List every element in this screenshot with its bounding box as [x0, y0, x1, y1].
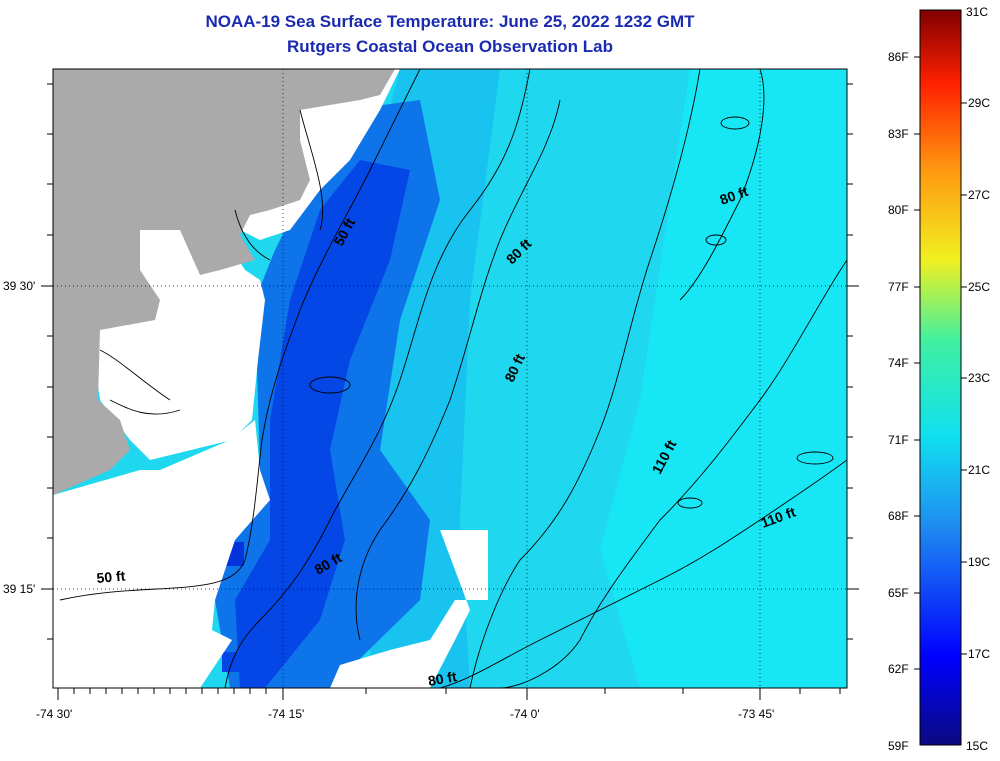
scale-c-label: 19C: [968, 555, 990, 569]
scale-f-label: 59F: [888, 739, 909, 753]
scale-f-label: 86F: [888, 50, 909, 64]
scale-f-label: 74F: [888, 356, 909, 370]
scale-f-label: 65F: [888, 586, 909, 600]
scale-f-label: 77F: [888, 280, 909, 294]
scale-f-label: 62F: [888, 662, 909, 676]
scale-c-label: 25C: [968, 280, 990, 294]
contour-label: 80 ft: [427, 668, 458, 689]
land-mass: [53, 69, 395, 495]
graticule: [53, 69, 847, 688]
map-subtitle: Rutgers Coastal Ocean Observation Lab: [287, 37, 613, 56]
scale-c-label: 21C: [968, 463, 990, 477]
lat-label: 39 15': [3, 582, 35, 596]
scale-f-label: 80F: [888, 203, 909, 217]
lon-label: -74 0': [510, 707, 540, 721]
scale-c-label: 29C: [968, 96, 990, 110]
colorbar: [919, 9, 962, 746]
lon-label: -74 15': [268, 707, 304, 721]
map-frame: [52, 68, 848, 689]
scale-f-label: 83F: [888, 127, 909, 141]
scale-c-label: 27C: [968, 188, 990, 202]
map-title: NOAA-19 Sea Surface Temperature: June 25…: [205, 12, 695, 31]
scale-c-label: 17C: [968, 647, 990, 661]
lon-label: -74 30': [36, 707, 72, 721]
axis-ticks: [41, 83, 859, 700]
no-data-area: [53, 420, 270, 688]
scale-f-label: 71F: [888, 433, 909, 447]
bathymetry-contours: [59, 69, 847, 688]
sst-field: [53, 69, 847, 688]
scale-c-label: 31C: [966, 5, 988, 19]
scale-c-label: 15C: [966, 739, 988, 753]
lat-label: 39 30': [3, 279, 35, 293]
contour-label: 50 ft: [96, 568, 126, 586]
lon-label: -73 45': [738, 707, 774, 721]
scale-f-label: 68F: [888, 509, 909, 523]
scale-c-label: 23C: [968, 371, 990, 385]
